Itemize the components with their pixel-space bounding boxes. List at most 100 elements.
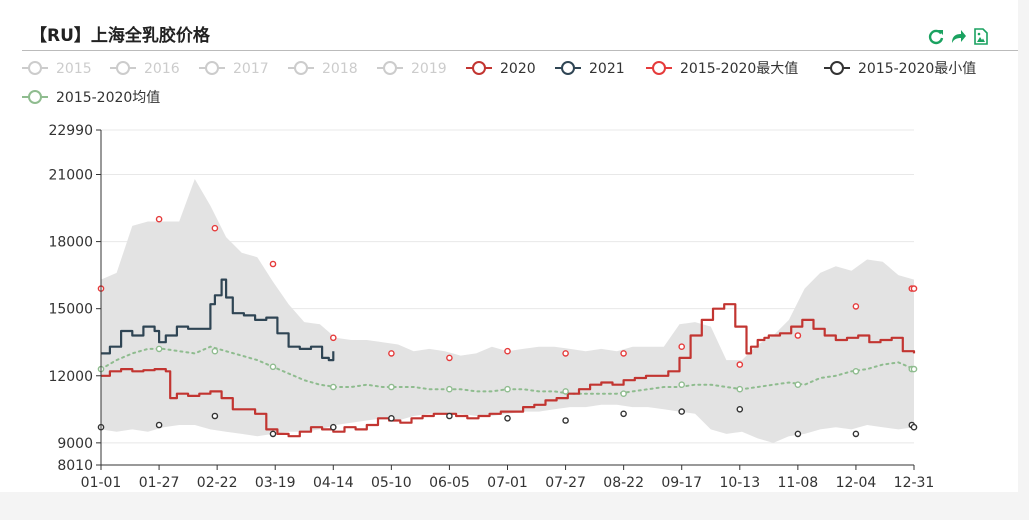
legend-item-2015-2020最小值[interactable]: 2015-2020最小值 xyxy=(824,61,976,77)
save-image-icon[interactable] xyxy=(972,28,989,45)
x-tick-label: 07-27 xyxy=(545,475,586,491)
legend-item-2021[interactable]: 2021 xyxy=(555,61,625,77)
min-point xyxy=(562,417,569,424)
max-point xyxy=(388,350,395,357)
min-point xyxy=(155,421,163,429)
legend-item-2018[interactable]: 2018 xyxy=(288,61,358,77)
legend-swatch-marker xyxy=(830,61,844,75)
avg-point xyxy=(446,385,453,393)
max-point xyxy=(736,361,744,368)
legend-swatch-marker xyxy=(28,90,42,104)
x-tick-label: 03-19 xyxy=(255,475,296,491)
max-point xyxy=(794,332,802,339)
share-icon[interactable] xyxy=(950,28,967,45)
legend-label: 2020 xyxy=(500,61,536,77)
legend-label: 2015-2020最小值 xyxy=(858,61,976,77)
page-background xyxy=(0,492,1029,520)
max-point xyxy=(446,354,453,362)
y-tick-label: 12000 xyxy=(48,369,93,385)
min-point xyxy=(678,408,686,415)
y-tick-label: 15000 xyxy=(48,302,93,318)
legend-swatch-marker xyxy=(561,61,575,75)
x-tick-label: 04-14 xyxy=(313,475,354,491)
legend-item-2015-2020最大值[interactable]: 2015-2020最大值 xyxy=(646,61,798,77)
x-tick-label: 08-22 xyxy=(603,475,644,491)
legend-label: 2015 xyxy=(56,61,92,77)
x-tick-label: 12-04 xyxy=(836,475,877,491)
x-tick-label: 10-13 xyxy=(719,475,760,491)
max-point xyxy=(155,215,163,223)
avg-point xyxy=(211,347,219,355)
max-point xyxy=(620,350,627,357)
min-point xyxy=(794,430,802,438)
refresh-icon[interactable] xyxy=(928,28,945,45)
legend-item-2015-2020均值[interactable]: 2015-2020均值 xyxy=(22,90,160,106)
legend-item-2019[interactable]: 2019 xyxy=(377,61,447,77)
avg-point xyxy=(504,385,511,393)
max-point xyxy=(329,334,337,342)
legend-swatch-marker xyxy=(28,61,42,75)
series-line-2021 xyxy=(101,278,335,362)
x-tick-label: 02-22 xyxy=(197,475,238,491)
avg-point xyxy=(736,385,744,393)
max-point xyxy=(910,285,918,292)
avg-point xyxy=(794,381,802,389)
avg-point xyxy=(678,381,686,389)
legend-label: 2021 xyxy=(589,61,625,77)
min-point xyxy=(910,423,918,431)
max-point xyxy=(678,343,686,351)
avg-point xyxy=(910,365,918,373)
min-point xyxy=(269,430,277,438)
page-title: 【RU】上海全乳胶价格 xyxy=(30,26,210,46)
x-tick-label: 05-10 xyxy=(371,475,412,491)
legend-item-2020[interactable]: 2020 xyxy=(466,61,536,77)
x-tick-label: 01-01 xyxy=(81,475,122,491)
x-tick-label: 12-31 xyxy=(894,475,935,491)
max-point xyxy=(504,347,511,355)
min-point xyxy=(388,414,395,422)
y-tick-label: 18000 xyxy=(48,235,93,251)
x-tick-label: 07-01 xyxy=(487,475,528,491)
max-point xyxy=(852,303,860,310)
range-band xyxy=(101,179,914,443)
x-tick-label: 11-08 xyxy=(778,475,819,491)
legend-item-2016[interactable]: 2016 xyxy=(110,61,180,77)
x-tick-label: 06-05 xyxy=(429,475,470,491)
y-tick-label: 8010 xyxy=(57,458,93,474)
x-tick-label: 01-27 xyxy=(139,475,180,491)
avg-point xyxy=(329,383,337,391)
min-point xyxy=(620,410,627,418)
legend-label: 2015-2020均值 xyxy=(56,90,160,106)
legend-swatch-marker xyxy=(652,61,666,75)
legend-label: 2019 xyxy=(411,61,447,77)
avg-point xyxy=(620,390,627,398)
legend-label: 2018 xyxy=(322,61,358,77)
title-divider xyxy=(22,50,1018,51)
avg-point xyxy=(269,363,277,371)
max-point xyxy=(211,224,219,232)
legend-label: 2016 xyxy=(144,61,180,77)
max-point xyxy=(562,350,569,357)
legend: 2015 2016 2017 2018 2019 2020 2021 2015-2020最大值… xyxy=(22,61,976,106)
min-point xyxy=(329,423,337,431)
min-point xyxy=(852,430,860,438)
max-point xyxy=(269,260,277,268)
y-tick-label: 21000 xyxy=(48,168,93,184)
x-tick-label: 09-17 xyxy=(661,475,702,491)
legend-item-2017[interactable]: 2017 xyxy=(199,61,269,77)
min-max-area xyxy=(101,179,914,443)
legend-label: 2015-2020最大值 xyxy=(680,61,798,77)
min-point xyxy=(211,412,219,420)
legend-swatch-marker xyxy=(205,61,219,75)
series-line-2020 xyxy=(101,303,916,438)
avg-point xyxy=(852,367,860,375)
avg-point xyxy=(155,345,163,353)
min-point xyxy=(446,412,453,420)
min-point xyxy=(504,414,511,422)
toolbox xyxy=(928,28,989,45)
avg-point xyxy=(562,388,569,395)
y-tick-label: 22990 xyxy=(48,123,93,139)
legend-item-2015[interactable]: 2015 xyxy=(22,61,92,77)
price-chart: 2015 2016 2017 2018 2019 2020 2021 2015-2020最大值… xyxy=(22,61,976,491)
